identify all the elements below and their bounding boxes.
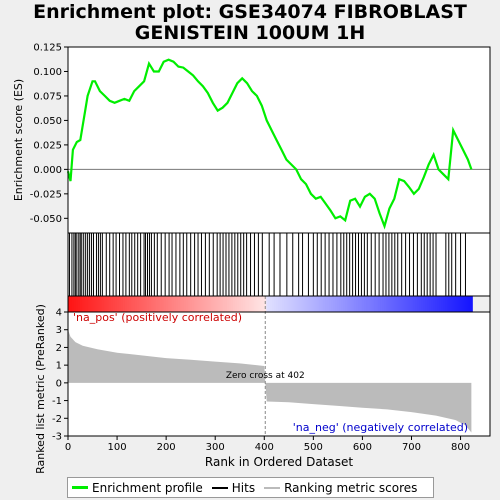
neg-correlated-label: 'na_neg' (negatively correlated) — [293, 421, 468, 434]
metric-ytick-label: 2 — [56, 343, 62, 354]
rank-color-segment — [470, 296, 472, 312]
es-panel-bg — [68, 47, 490, 233]
xtick-label: 800 — [451, 442, 470, 453]
xtick-label: 500 — [304, 442, 323, 453]
legend-item-hits: Hits — [212, 481, 255, 495]
metric-ytick-label: -1 — [52, 396, 62, 407]
legend-label-es: Enrichment profile — [92, 481, 203, 495]
zero-cross-label: Zero cross at 402 — [226, 371, 305, 381]
es-ylabel: Enrichment score (ES) — [12, 79, 25, 201]
metric-ylabel: Ranked list metric (PreRanked) — [34, 304, 47, 474]
es-ytick-label: 0.025 — [33, 140, 62, 151]
xlabel: Rank in Ordered Dataset — [205, 455, 353, 469]
xtick-label: 200 — [157, 442, 176, 453]
xtick-label: 0 — [65, 442, 71, 453]
legend-item-es: Enrichment profile — [72, 481, 203, 495]
enrichment-chart: -0.050 -0.025 0.000 0.025 0.050 0.075 0.100 0.1… — [0, 0, 500, 475]
metric-ytick-label: 4 — [56, 308, 62, 319]
es-ytick-label: 0.000 — [33, 165, 62, 176]
metric-ytick-label: 3 — [56, 325, 62, 336]
legend-swatch-es — [72, 486, 88, 489]
es-ytick-label: 0.100 — [33, 67, 62, 78]
es-ytick-label: -0.050 — [30, 214, 62, 225]
legend: Enrichment profile Hits Ranking metric s… — [67, 477, 434, 498]
metric-ytick-label: 1 — [56, 361, 62, 372]
xtick-label: 300 — [206, 442, 225, 453]
metric-ytick-label: -2 — [52, 414, 62, 425]
xtick-label: 700 — [402, 442, 421, 453]
metric-ytick-label: -3 — [52, 432, 62, 443]
xtick-label: 600 — [353, 442, 372, 453]
metric-ytick-label: 0 — [56, 378, 62, 389]
legend-swatch-metric — [264, 487, 280, 489]
legend-swatch-hits — [212, 487, 228, 489]
legend-label-hits: Hits — [232, 481, 255, 495]
xtick-label: 100 — [108, 442, 127, 453]
es-ytick-label: -0.025 — [30, 189, 62, 200]
legend-item-metric: Ranking metric scores — [264, 481, 417, 495]
es-ytick-label: 0.075 — [33, 91, 62, 102]
es-ytick-label: 0.125 — [33, 43, 62, 54]
xtick-label: 400 — [255, 442, 274, 453]
es-ytick-label: 0.050 — [33, 116, 62, 127]
pos-correlated-label: 'na_pos' (positively correlated) — [73, 311, 242, 324]
legend-label-metric: Ranking metric scores — [284, 481, 417, 495]
